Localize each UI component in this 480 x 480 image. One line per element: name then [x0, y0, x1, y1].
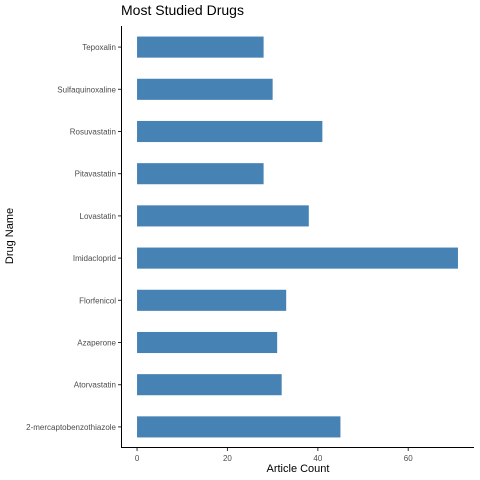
y-tick-label: Sulfaquinoxaline	[57, 85, 116, 94]
y-tick-label: Atorvastatin	[74, 381, 116, 390]
bar-imidacloprid	[137, 247, 458, 269]
bars-group	[137, 36, 458, 438]
x-tick-label: 40	[313, 454, 322, 463]
y-axis-title: Drug Name	[4, 208, 16, 264]
y-tick-label: Florfenicol	[79, 296, 116, 305]
y-tick-label: Azaperone	[77, 339, 116, 348]
bar-lovastatin	[137, 205, 309, 227]
bar-florfenicol	[137, 289, 287, 311]
x-tick-label: 20	[223, 454, 232, 463]
x-axis-title: Article Count	[267, 463, 330, 475]
bar-2-mercaptobenzothiazole	[137, 416, 341, 438]
x-axis-ticks: 0 20 40 60	[135, 448, 413, 463]
bar-rosuvastatin	[137, 120, 323, 143]
y-tick-label: Tepoxalin	[82, 43, 116, 52]
x-tick-label: 0	[135, 454, 140, 463]
y-tick-label: 2-mercaptobenzothiazole	[26, 423, 116, 432]
y-tick-label: Lovastatin	[80, 212, 116, 221]
y-tick-label: Imidacloprid	[73, 254, 116, 263]
chart-title: Most Studied Drugs	[121, 2, 244, 18]
x-tick-label: 60	[404, 454, 413, 463]
y-axis-ticks: Tepoxalin Sulfaquinoxaline Rosuvastatin Pit…	[26, 43, 121, 432]
bar-azaperone	[137, 331, 278, 354]
bar-tepoxalin	[137, 36, 264, 58]
bar-atorvastatin	[137, 374, 282, 396]
y-tick-label: Rosuvastatin	[70, 128, 116, 137]
bar-sulfaquinoxaline	[137, 78, 273, 100]
y-tick-label: Pitavastatin	[75, 170, 116, 179]
bar-pitavastatin	[137, 163, 264, 185]
